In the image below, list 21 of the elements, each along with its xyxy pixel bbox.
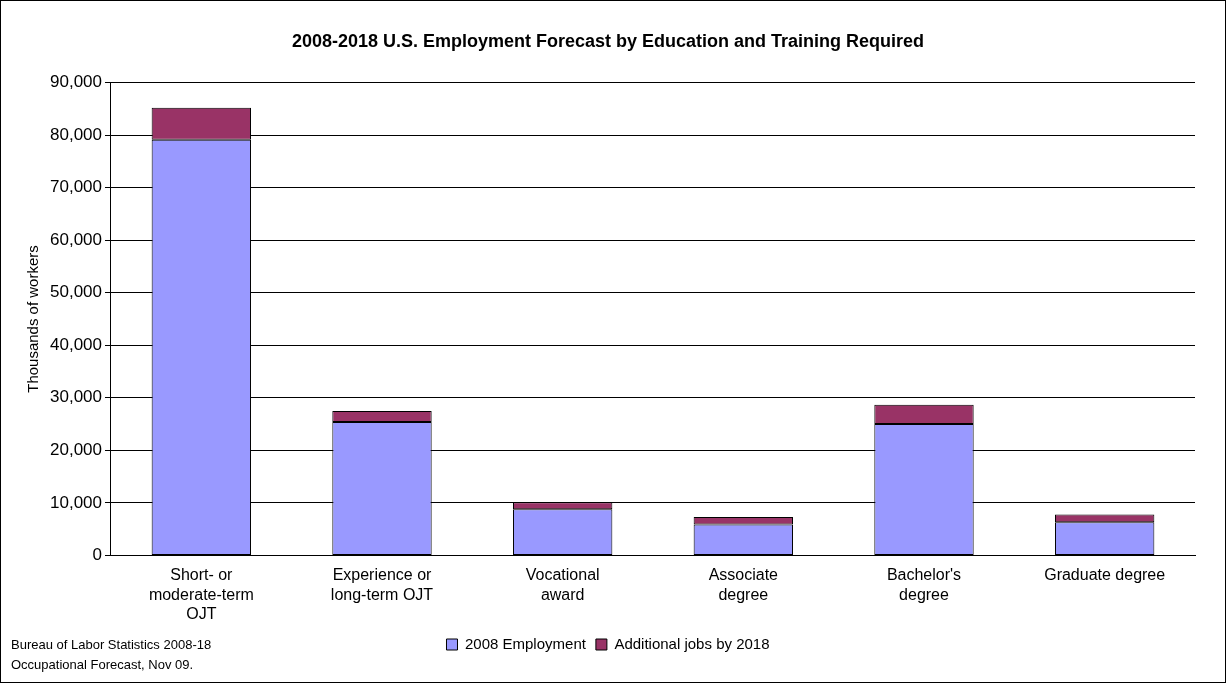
y-tick-label: 0 — [92, 545, 102, 565]
x-tick-label: Bachelor's degree — [886, 566, 962, 603]
chart-title: 2008-2018 U.S. Employment Forecast by Education and Training Required — [291, 30, 925, 51]
y-tick-label: 90,000 — [50, 72, 102, 92]
text: Bureau of Labor Statistics 2008-18 Occupational Forecast, Nov 09. — [11, 636, 212, 674]
y-tick-label: 40,000 — [50, 334, 102, 354]
y-tick-label: 30,000 — [50, 387, 102, 407]
y-tick-label: 70,000 — [50, 177, 102, 197]
legend-label: Additional jobs by 2018 — [614, 634, 770, 652]
x-tick-label: Experience or long-term OJT — [330, 566, 434, 603]
y-tick-label: 50,000 — [50, 282, 102, 302]
y-axis-title: Thousands of workers — [24, 245, 42, 393]
x-tick-label: Graduate degree — [1044, 566, 1166, 584]
x-tick-label: Vocational award — [525, 566, 600, 603]
y-tick-label: 80,000 — [50, 124, 102, 144]
x-tick-label: Associate degree — [708, 566, 779, 603]
y-tick-label: 20,000 — [50, 440, 102, 460]
y-tick-label: 10,000 — [50, 492, 102, 512]
x-tick-label: Short- or moderate-term OJT — [148, 566, 254, 622]
legend-label: 2008 Employment — [464, 634, 587, 652]
y-tick-label: 60,000 — [50, 229, 102, 249]
